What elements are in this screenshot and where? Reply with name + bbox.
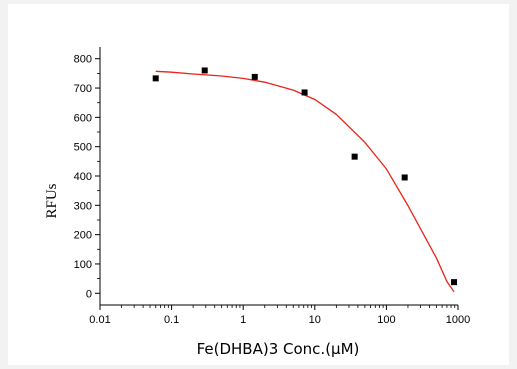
y-tick-label: 200 xyxy=(74,230,92,242)
x-tick-label: 0.1 xyxy=(164,314,179,326)
y-tick-label: 400 xyxy=(74,171,92,183)
fit-curve xyxy=(155,70,455,293)
data-point xyxy=(251,73,258,80)
chart-card: 0.01 0.1 1 10 100 1000 0 100 200 300 400 500 600 700 8… xyxy=(8,4,509,365)
x-tick-label: 10 xyxy=(309,314,321,326)
data-points-layer xyxy=(152,67,458,286)
x-axis-title: Fe(DHBA)3 Conc.(μM) xyxy=(197,340,360,358)
data-point xyxy=(451,279,458,286)
data-point xyxy=(152,75,159,82)
data-point xyxy=(351,153,358,160)
y-tick-label: 700 xyxy=(74,83,92,95)
y-tick-label: 0 xyxy=(86,288,92,300)
y-tick-label: 300 xyxy=(74,200,92,212)
data-point xyxy=(201,67,208,74)
fit-curve-layer xyxy=(155,70,455,293)
x-tick-label: 100 xyxy=(377,314,395,326)
y-tick-label: 100 xyxy=(74,259,92,271)
y-tick-label: 500 xyxy=(74,142,92,154)
x-tick-label: 1 xyxy=(240,314,246,326)
axes: 0.01 0.1 1 10 100 1000 0 100 200 300 400 500 600 700 8… xyxy=(74,47,470,326)
data-point xyxy=(401,174,408,181)
y-axis-title: RFUs xyxy=(44,183,60,218)
y-tick-label: 600 xyxy=(74,112,92,124)
x-tick-label: 0.01 xyxy=(89,314,110,326)
chart: 0.01 0.1 1 10 100 1000 0 100 200 300 400 500 600 700 8… xyxy=(44,47,470,358)
data-point xyxy=(301,89,308,96)
y-tick-label: 800 xyxy=(74,54,92,66)
x-tick-label: 1000 xyxy=(446,314,470,326)
